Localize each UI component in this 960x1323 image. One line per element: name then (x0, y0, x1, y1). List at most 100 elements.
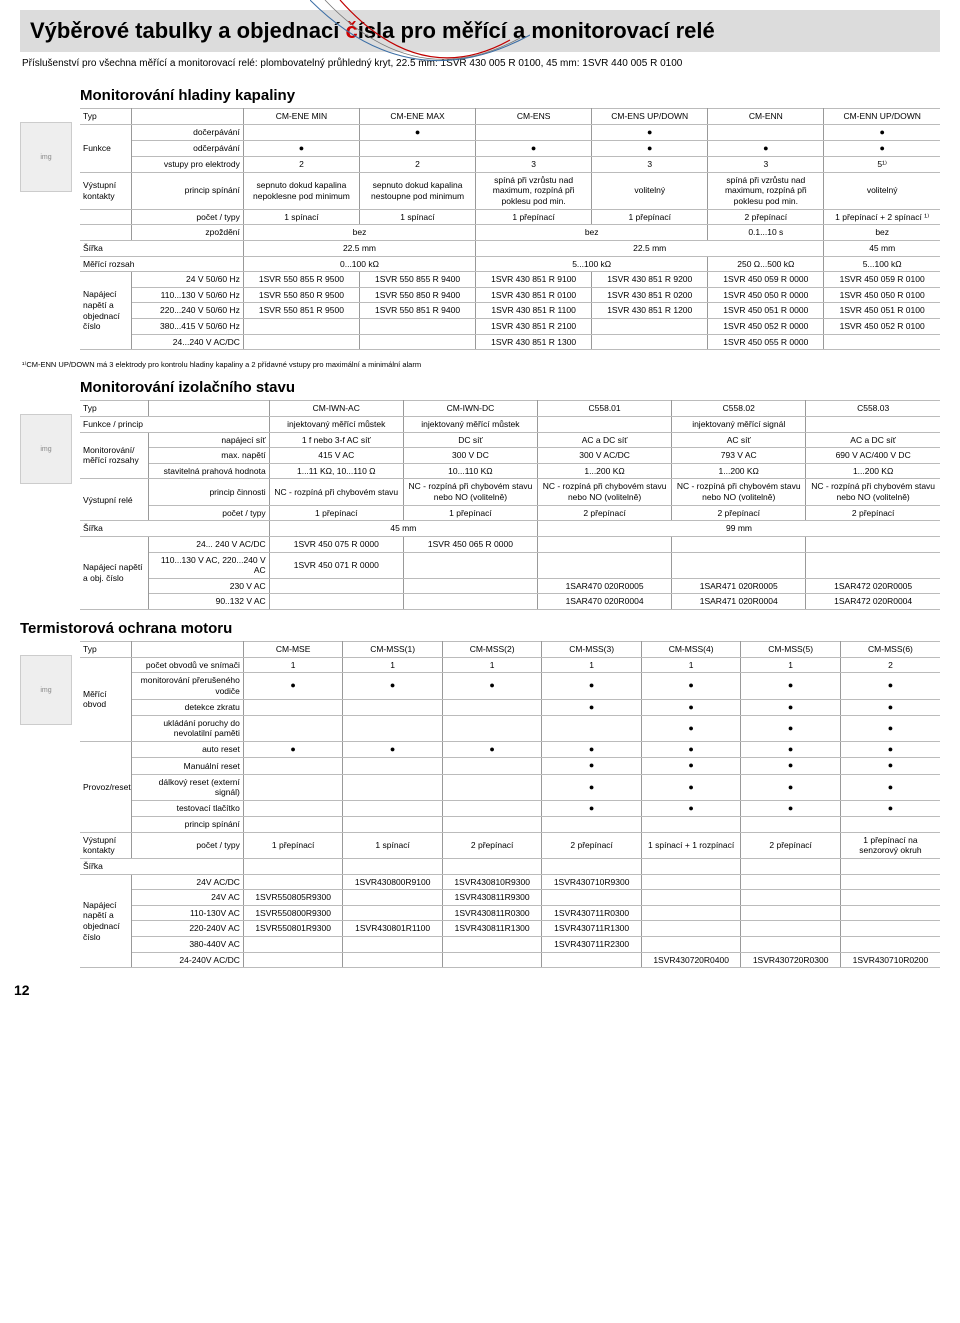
row-label: Výstupní kontakty (80, 172, 132, 209)
cell: 690 V AC/400 V DC (806, 448, 940, 464)
row-label: max. napětí (149, 448, 269, 464)
cell: 2 přepínací (542, 832, 642, 858)
cell: 1SVR 430 851 R 0200 (592, 287, 708, 303)
cell: ● (592, 124, 708, 140)
cell (243, 874, 343, 890)
cell: 1 spínací (359, 209, 475, 225)
cell: 250 Ω...500 kΩ (708, 256, 824, 272)
cell (243, 800, 343, 816)
row-label: Manuální reset (132, 758, 244, 774)
cell: ● (741, 742, 841, 758)
cell (132, 642, 244, 658)
cell: CM-MSS(6) (840, 642, 940, 658)
cell: 5...100 kΩ (824, 256, 940, 272)
row-label: počet / typy (132, 209, 244, 225)
cell: AC a DC síť (806, 432, 940, 448)
cell (476, 124, 592, 140)
cell: 1 přepínací (592, 209, 708, 225)
table-row: Napájecí napětí a objednací číslo24V AC/… (80, 874, 940, 890)
row-label: 90..132 V AC (149, 594, 269, 610)
row-label: 380-440V AC (132, 937, 244, 953)
table-row: monitorování přerušeného vodiče●●●●●●● (80, 673, 940, 699)
table-row: vstupy pro elektrody223335¹⁾ (80, 157, 940, 173)
cell: 10...110 KΩ (403, 463, 537, 479)
section1-title: Monitorování hladiny kapaliny (80, 87, 940, 104)
row-label: Šířka (80, 521, 269, 537)
cell: sepnuto dokud kapalina nepoklesne pod mi… (243, 172, 359, 209)
cell (359, 140, 475, 156)
cell (132, 109, 244, 125)
cell (243, 758, 343, 774)
table-row: detekce zkratu●●●● (80, 699, 940, 715)
cell: CM-MSE (243, 642, 343, 658)
row-label: Výstupní kontakty (80, 832, 132, 858)
cell: 1SVR 430 851 R 9200 (592, 272, 708, 288)
section2-table: TypCM-IWN-ACCM-IWN-DCC558.01C558.02C558.… (80, 400, 940, 610)
row-label: princip spínání (132, 817, 244, 833)
row-label: monitorování přerušeného vodiče (132, 673, 244, 699)
row-label: 230 V AC (149, 578, 269, 594)
section1-thumb: img (20, 108, 72, 350)
cell: ● (708, 140, 824, 156)
table-row: Manuální reset●●●● (80, 758, 940, 774)
table-row: 110...130 V 50/60 Hz1SVR 550 850 R 95001… (80, 287, 940, 303)
table-row: počet / typy1 spínací1 spínací1 přepínac… (80, 209, 940, 225)
cell: ● (741, 715, 841, 741)
cell: 0...100 kΩ (243, 256, 475, 272)
cell: 1 spínací (243, 209, 359, 225)
table-row: princip spínání (80, 817, 940, 833)
cell: 1SAR471 020R0005 (672, 578, 806, 594)
cell: CM-MSS(5) (741, 642, 841, 658)
cell: ● (343, 742, 443, 758)
cell: 793 V AC (672, 448, 806, 464)
cell (672, 536, 806, 552)
cell: 1SVR 450 051 R 0000 (708, 303, 824, 319)
row-label: 380...415 V 50/60 Hz (132, 319, 244, 335)
cell: 300 V AC/DC (538, 448, 672, 464)
cell (403, 578, 537, 594)
cell: ● (243, 673, 343, 699)
cell: 1 (243, 657, 343, 673)
row-label: princip činnosti (149, 479, 269, 505)
table-row: Provoz/resetauto reset●●●●●●● (80, 742, 940, 758)
row-label: Monitorování/ měřící rozsahy (80, 432, 149, 479)
cell (442, 699, 542, 715)
cell: 1SVR 430 851 R 1200 (592, 303, 708, 319)
row-label: testovací tlačítko (132, 800, 244, 816)
cell: injektovaný měřící můstek (403, 416, 537, 432)
row-label: 24...240 V AC/DC (132, 334, 244, 350)
row-label: počet obvodů ve snímači (132, 657, 244, 673)
cell (442, 937, 542, 953)
cell: volitelný (592, 172, 708, 209)
cell: 1SVR 450 052 R 0100 (824, 319, 940, 335)
cell: 1 přepínací (476, 209, 592, 225)
cell: 1SVR430711R0300 (542, 905, 642, 921)
cell: 1SVR 450 055 R 0000 (708, 334, 824, 350)
cell: 1SAR470 020R0004 (538, 594, 672, 610)
cell (538, 416, 672, 432)
cell: 1SVR 430 851 R 2100 (476, 319, 592, 335)
table-row: TypCM-MSECM-MSS(1)CM-MSS(2)CM-MSS(3)CM-M… (80, 642, 940, 658)
cell (641, 858, 741, 874)
table-row: Napájecí napětí a obj. číslo24... 240 V … (80, 536, 940, 552)
cell: AC a DC síť (538, 432, 672, 448)
cell: bez (243, 225, 475, 241)
cell: 1SAR471 020R0004 (672, 594, 806, 610)
cell: 1 přepínací na senzorový okruh (840, 832, 940, 858)
cell (243, 319, 359, 335)
cell: 1SVR430710R0200 (840, 952, 940, 968)
cell: volitelný (824, 172, 940, 209)
row-label: Napájecí napětí a objednací číslo (80, 272, 132, 350)
row-label: 110-130V AC (132, 905, 244, 921)
cell: 3 (476, 157, 592, 173)
table-row: ukládání poruchy do nevolatilní paměti●●… (80, 715, 940, 741)
cell (741, 890, 841, 906)
cell (343, 890, 443, 906)
table-row: Výstupní kontaktypočet / typy1 přepínací… (80, 832, 940, 858)
cell: 1 přepínací (403, 505, 537, 521)
cell: C558.03 (806, 401, 940, 417)
row-label: Napájecí napětí a obj. číslo (80, 536, 149, 609)
cell: spíná při vzrůstu nad maximum, rozpíná p… (476, 172, 592, 209)
cell: 1SVR 430 851 R 9100 (476, 272, 592, 288)
cell (741, 817, 841, 833)
